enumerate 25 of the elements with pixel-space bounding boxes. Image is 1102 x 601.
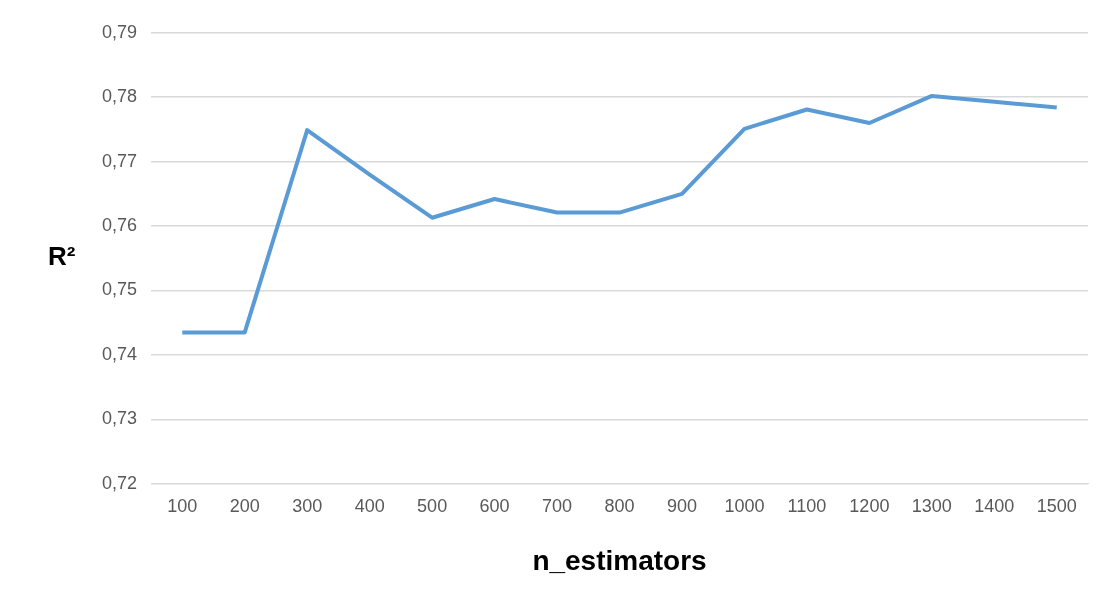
y-tick-label: 0,75 (101, 279, 138, 300)
x-tick-label: 100 (167, 495, 198, 516)
y-tick-label: 0,79 (101, 21, 138, 42)
x-tick-label: 1500 (1036, 495, 1077, 516)
x-axis-title: n_estimators (532, 544, 707, 576)
x-tick-label: 800 (604, 495, 635, 516)
x-tick-label: 400 (354, 495, 385, 516)
x-tick-label: 1100 (787, 495, 827, 516)
y-tick-label: 0,77 (101, 150, 138, 171)
x-tick-label: 1400 (974, 495, 1015, 516)
x-tick-label: 500 (417, 495, 448, 516)
x-tick-label: 200 (229, 495, 260, 516)
y-tick-label: 0,78 (101, 86, 138, 107)
y-tick-label: 0,73 (101, 408, 138, 429)
x-tick-label: 1000 (724, 495, 765, 516)
y-axis-title: R² (48, 241, 76, 272)
x-tick-label: 1200 (849, 495, 890, 516)
x-tick-label: 1300 (911, 495, 952, 516)
y-tick-label: 0,76 (101, 215, 138, 236)
x-tick-label: 700 (542, 495, 573, 516)
x-tick-label: 600 (479, 495, 510, 516)
y-tick-label: 0,72 (101, 472, 138, 493)
y-tick-label: 0,74 (101, 343, 138, 364)
x-tick-label: 900 (666, 495, 697, 516)
x-tick-label: 300 (292, 495, 323, 516)
